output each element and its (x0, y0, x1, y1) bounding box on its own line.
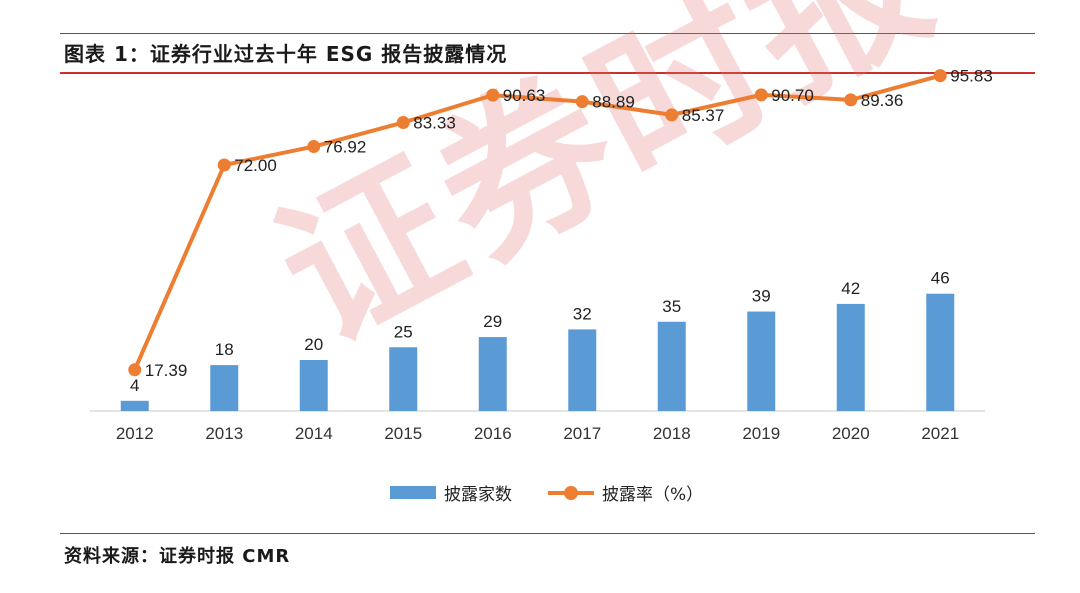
line-value-label: 83.33 (413, 114, 456, 133)
bar (926, 293, 955, 411)
bottom-rule (60, 533, 1035, 534)
legend-item-bar: 披露家数 (390, 480, 512, 505)
bar-value-label: 35 (662, 297, 681, 316)
line-point (396, 116, 410, 130)
line-point (933, 69, 947, 83)
x-tick-label: 2017 (563, 424, 601, 443)
x-tick-label: 2018 (653, 424, 691, 443)
x-tick-label: 2021 (921, 424, 959, 443)
line-value-label: 89.36 (861, 91, 904, 110)
line-value-label: 76.92 (324, 138, 367, 157)
bar (836, 303, 865, 411)
line-point (754, 88, 768, 102)
x-tick-label: 2014 (295, 424, 333, 443)
bar (299, 360, 328, 411)
bar-value-label: 42 (841, 279, 860, 298)
line-value-label: 72.00 (234, 156, 277, 175)
bar-value-label: 18 (215, 340, 234, 359)
bar (478, 337, 507, 411)
bar-value-label: 39 (752, 287, 771, 306)
x-tick-label: 2016 (474, 424, 512, 443)
legend-bar-label: 披露家数 (444, 485, 512, 505)
x-tick-label: 2013 (205, 424, 243, 443)
bar (568, 329, 597, 411)
line-point (665, 108, 679, 122)
line-series (132, 73, 941, 371)
line-value-label: 17.39 (145, 361, 188, 380)
bar-value-label: 46 (931, 269, 950, 288)
bar-value-label: 25 (394, 322, 413, 341)
line-value-label: 90.63 (503, 86, 546, 105)
line-value-label: 90.70 (771, 86, 814, 105)
bar (389, 347, 418, 411)
x-tick-label: 2020 (832, 424, 870, 443)
line-point (486, 88, 500, 102)
bar-value-label: 20 (304, 335, 323, 354)
legend-item-line: 披露率（%） (548, 480, 703, 505)
line-point (844, 93, 858, 107)
bar (657, 321, 686, 411)
bar-value-label: 4 (130, 376, 139, 395)
title-underline (60, 72, 1035, 74)
x-tick-label: 2012 (116, 424, 154, 443)
legend-line-label: 披露率（%） (602, 485, 704, 505)
line-point (307, 140, 321, 154)
figure-title: 图表 1：证券行业过去十年 ESG 报告披露情况 (64, 42, 508, 66)
legend-bar-swatch (390, 486, 436, 499)
source-note: 资料来源：证券时报 CMR (64, 546, 291, 567)
line-value-label: 95.83 (950, 67, 993, 86)
bar-value-label: 32 (573, 304, 592, 323)
line-point (575, 95, 589, 109)
x-tick-label: 2019 (742, 424, 780, 443)
x-tick-label: 2015 (384, 424, 422, 443)
top-rule (60, 33, 1035, 34)
line-point (128, 363, 142, 377)
line-value-label: 88.89 (592, 93, 635, 112)
bar (747, 311, 776, 411)
bar (120, 400, 149, 411)
bar (210, 365, 239, 411)
legend-line-swatch (548, 485, 594, 500)
line-point (217, 158, 231, 172)
line-value-label: 85.37 (682, 106, 725, 125)
bar-value-label: 29 (483, 312, 502, 331)
